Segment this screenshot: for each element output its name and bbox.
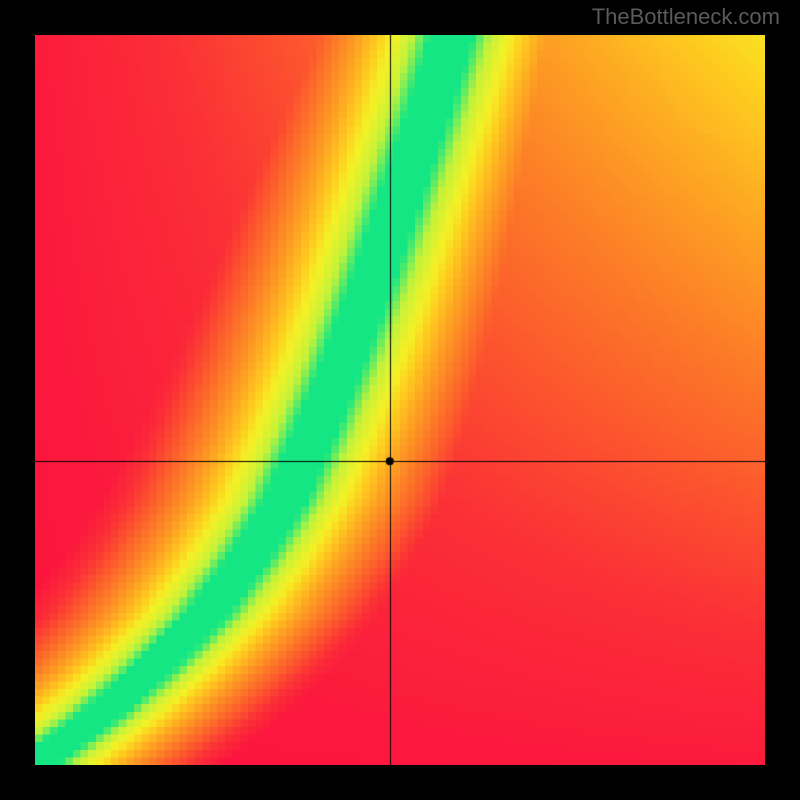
- chart-container: { "watermark": { "text": "TheBottleneck.…: [0, 0, 800, 800]
- crosshair-overlay: [35, 35, 765, 765]
- watermark-text: TheBottleneck.com: [592, 4, 780, 30]
